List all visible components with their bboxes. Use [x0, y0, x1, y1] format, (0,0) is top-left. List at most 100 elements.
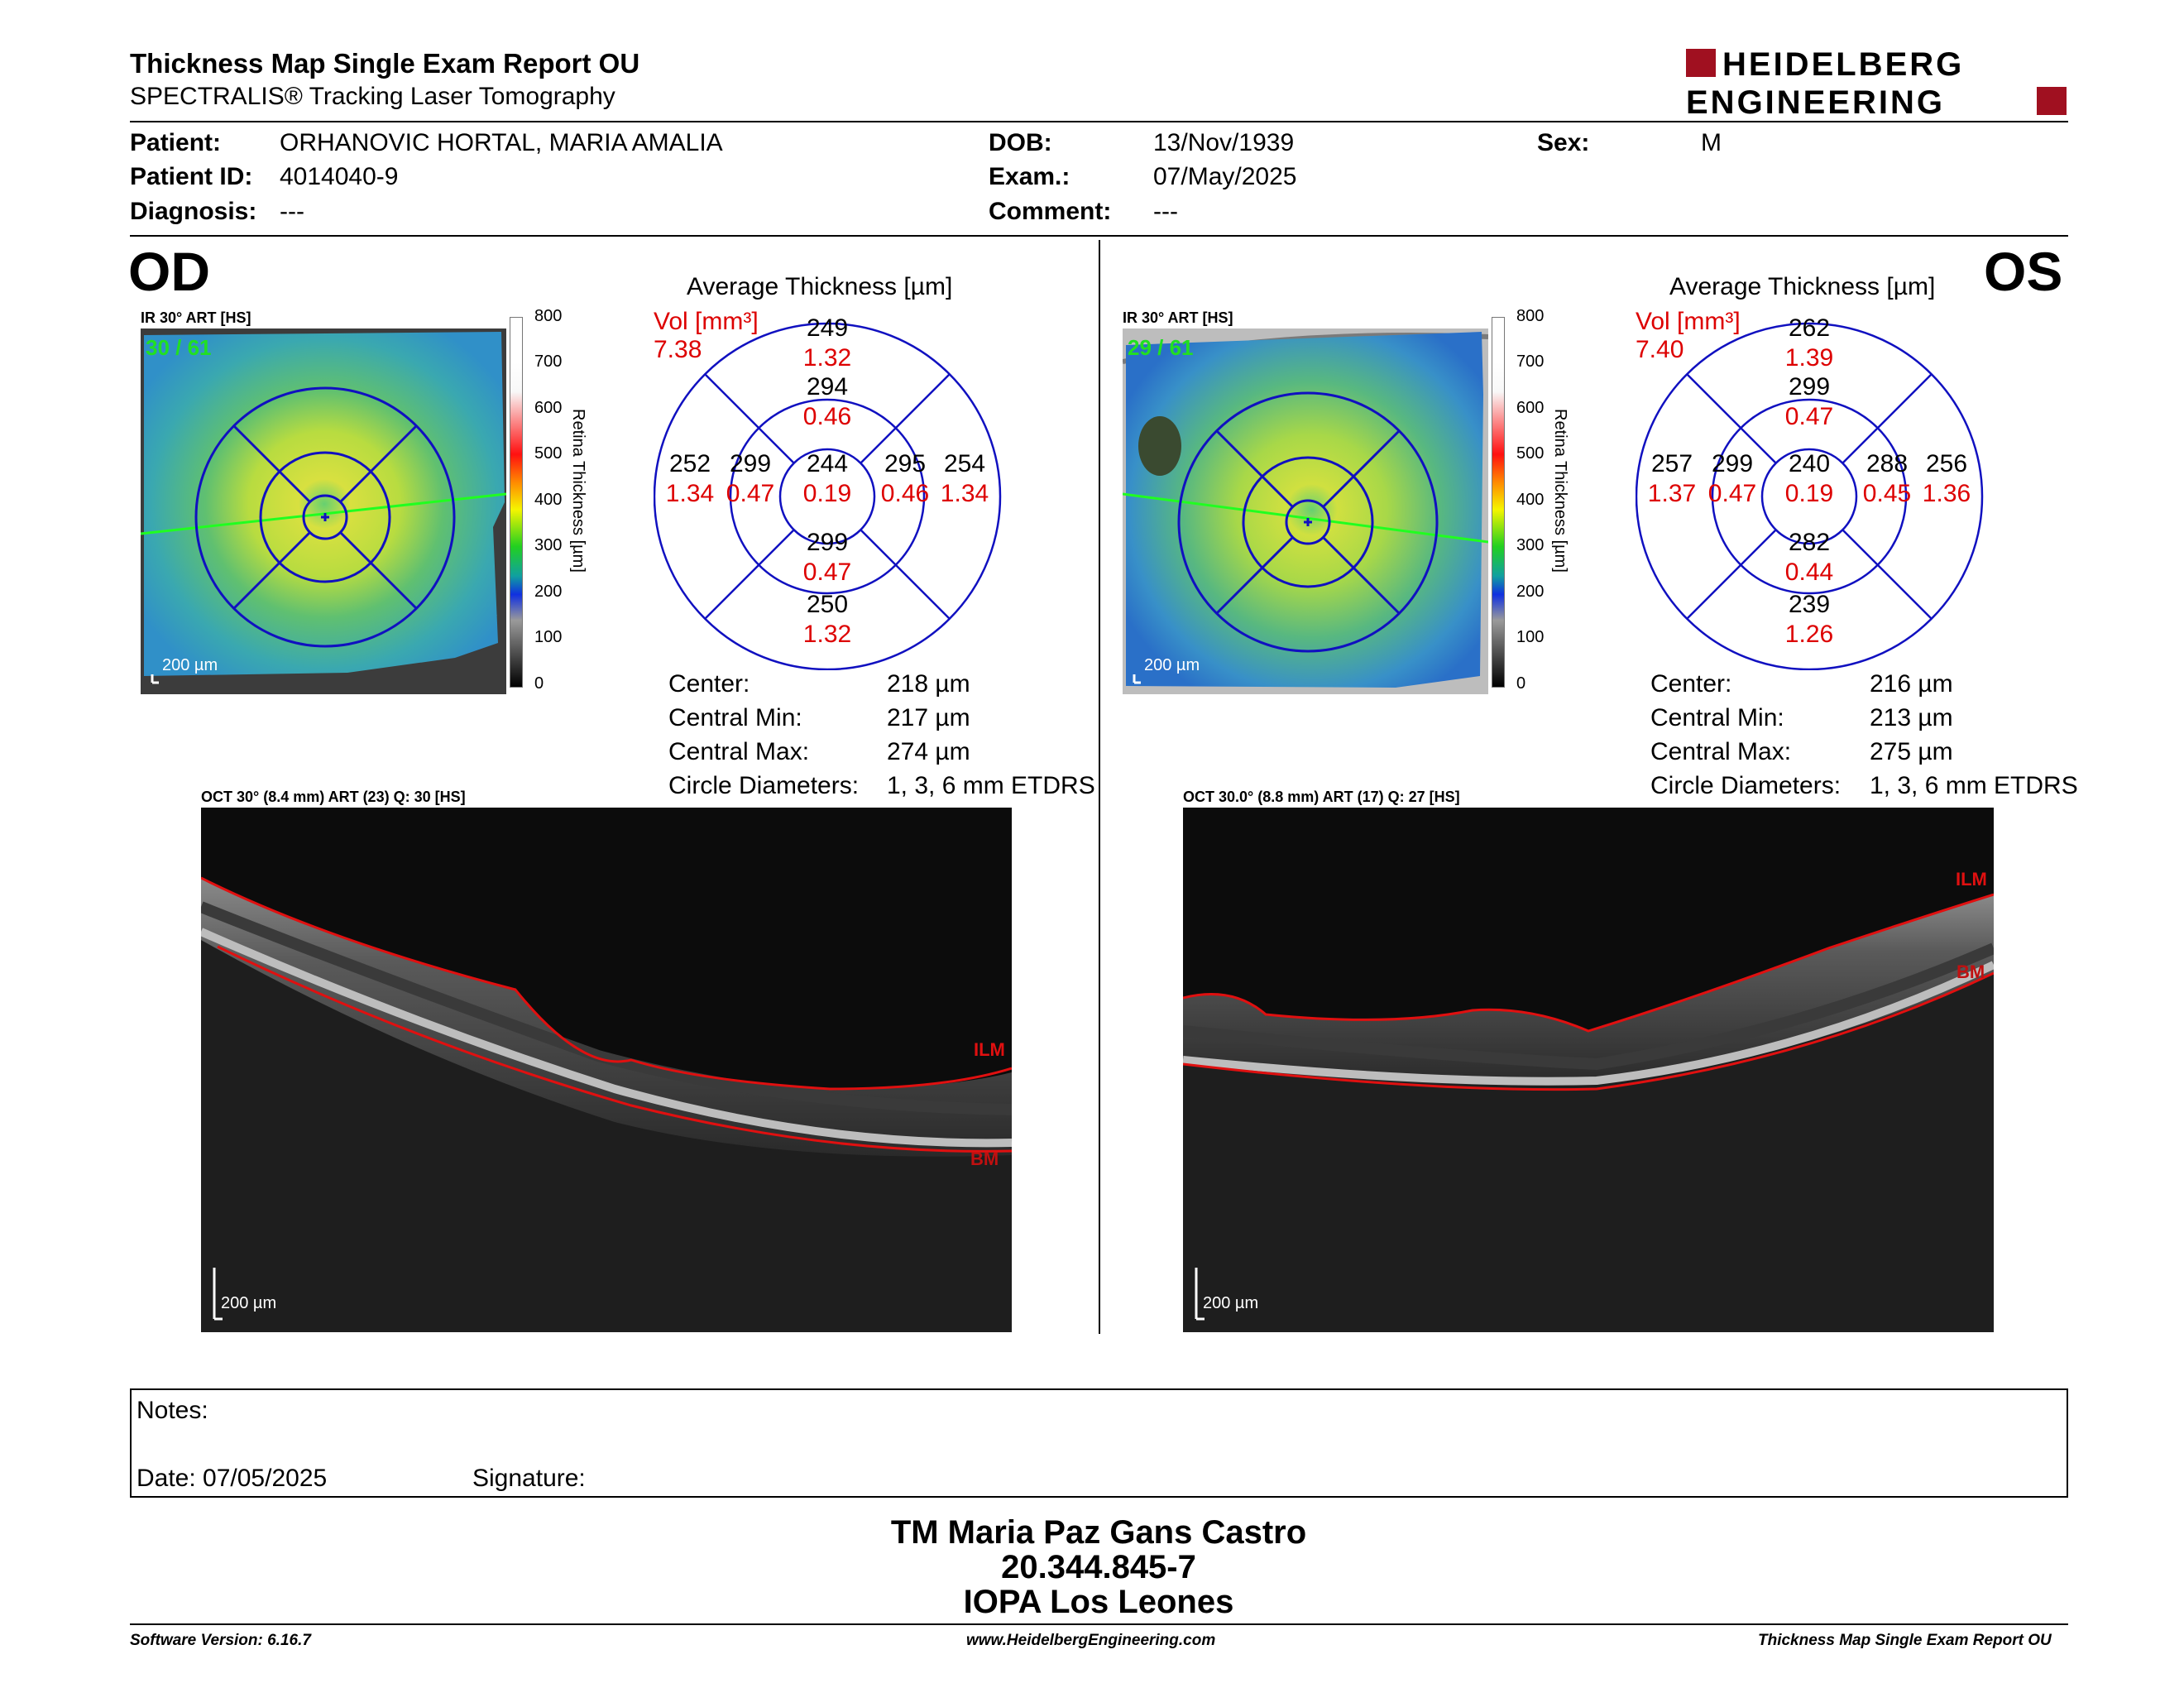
os-ir-title: IR 30° ART [HS]	[1123, 309, 1233, 326]
od-cb-100: 100	[534, 628, 563, 646]
od-center-volume: 0.19	[803, 480, 851, 507]
od-inner-right-thickness: 295	[884, 450, 926, 477]
footer-report-title: Thickness Map Single Exam Report OU	[1758, 1632, 2052, 1649]
os-ir-scale: 200 µm	[1144, 656, 1200, 674]
od-outer-left-volume: 1.34	[666, 480, 714, 507]
dob-label: DOB:	[989, 129, 1052, 156]
exam-label: Exam.:	[989, 163, 1070, 190]
os-ir-thickness-map: 29 / 61 200 µm	[1123, 328, 1488, 694]
os-cb-800: 800	[1516, 307, 1545, 325]
od-cb-400: 400	[534, 491, 563, 509]
od-vol-label: Vol [mm³]	[654, 308, 759, 335]
od-ir-section-count: 30 / 61	[146, 335, 212, 360]
od-center-value: 218 µm	[887, 670, 970, 698]
od-central-max-label: Central Max:	[668, 738, 810, 765]
od-outer-bottom-volume: 1.32	[803, 621, 851, 648]
patient-id: 4014040-9	[280, 163, 399, 190]
os-cb-0: 0	[1516, 674, 1526, 693]
od-center-thickness: 244	[807, 450, 848, 477]
os-inner-left-volume: 0.47	[1708, 480, 1756, 507]
os-colorbar-label: Retina Thickness [µm]	[1551, 409, 1569, 573]
header-rule	[130, 121, 2068, 122]
os-outer-left-volume: 1.37	[1648, 480, 1696, 507]
od-outer-top-thickness: 249	[807, 314, 848, 342]
os-inner-left-thickness: 299	[1712, 450, 1753, 477]
signer-name: TM Maria Paz Gans Castro	[890, 1514, 1307, 1551]
od-central-min-label: Central Min:	[668, 704, 802, 731]
signer-institution: IOPA Los Leones	[963, 1584, 1234, 1620]
comment-value: ---	[1153, 198, 1178, 225]
od-inner-right-volume: 0.46	[881, 480, 929, 507]
od-outer-right-volume: 1.34	[941, 480, 989, 507]
od-outer-left-thickness: 252	[669, 450, 711, 477]
od-colorbar-label: Retina Thickness [µm]	[569, 409, 587, 573]
os-cb-200: 200	[1516, 583, 1545, 601]
od-inner-left-volume: 0.47	[726, 480, 774, 507]
os-oct-title: OCT 30.0° (8.8 mm) ART (17) Q: 27 [HS]	[1183, 789, 1460, 805]
notes-label: Notes:	[136, 1397, 208, 1424]
od-circle-diameters-value: 1, 3, 6 mm ETDRS	[887, 772, 1095, 799]
report-title: Thickness Map Single Exam Report OU	[130, 48, 640, 79]
os-outer-top-thickness: 262	[1789, 314, 1830, 342]
os-inner-bottom-volume: 0.44	[1785, 559, 1833, 586]
notes-box: Notes: Date: 07/05/2025 Signature:	[130, 1388, 2068, 1498]
diagnosis-value: ---	[280, 198, 304, 225]
patient-label: Patient:	[130, 129, 222, 156]
heidelberg-logo: HEIDELBERG ENGINEERING	[1686, 46, 2067, 118]
os-cb-500: 500	[1516, 444, 1545, 463]
os-circle-diameters-label: Circle Diameters:	[1650, 772, 1842, 799]
od-ilm-label: ILM	[974, 1039, 1005, 1060]
os-central-min-label: Central Min:	[1650, 704, 1784, 731]
os-outer-bottom-thickness: 239	[1789, 591, 1830, 618]
od-oct-scale: 200 µm	[221, 1294, 277, 1312]
report-subtitle: SPECTRALIS® Tracking Laser Tomography	[130, 83, 615, 110]
comment-label: Comment:	[989, 198, 1112, 225]
os-etdrs-grid: 262 1.39 299 0.47 240 0.19 282 0.44 239 …	[1636, 314, 1984, 670]
os-inner-top-volume: 0.47	[1785, 403, 1833, 430]
dob-value: 13/Nov/1939	[1153, 129, 1295, 156]
os-vol-total: 7.40	[1636, 336, 1684, 363]
os-outer-right-volume: 1.36	[1923, 480, 1971, 507]
patient-id-label: Patient ID:	[130, 163, 253, 190]
exam-value: 07/May/2025	[1153, 163, 1297, 190]
os-center-volume: 0.19	[1785, 480, 1833, 507]
od-colorbar	[510, 317, 523, 688]
os-inner-top-thickness: 299	[1789, 373, 1830, 400]
od-outer-right-thickness: 254	[944, 450, 985, 477]
od-circle-diameters-label: Circle Diameters:	[668, 772, 860, 799]
od-center-label: Center:	[668, 670, 750, 698]
os-inner-right-volume: 0.45	[1863, 480, 1911, 507]
eye-divider	[1099, 240, 1100, 1334]
od-cb-300: 300	[534, 536, 563, 554]
os-center-thickness: 240	[1789, 450, 1830, 477]
software-version: Software Version: 6.16.7	[130, 1632, 311, 1649]
patient-name: ORHANOVIC HORTAL, MARIA AMALIA	[280, 129, 723, 156]
od-ir-thickness-map: 30 / 61 200 µm	[141, 328, 506, 694]
od-central-min-value: 217 µm	[887, 704, 970, 731]
os-inner-right-thickness: 288	[1866, 450, 1908, 477]
sex-label: Sex:	[1537, 129, 1590, 156]
os-outer-bottom-volume: 1.26	[1785, 621, 1833, 648]
od-inner-bottom-thickness: 299	[807, 529, 848, 556]
od-ir-title: IR 30° ART [HS]	[141, 309, 251, 326]
od-cb-700: 700	[534, 352, 563, 371]
os-vol-label: Vol [mm³]	[1636, 308, 1741, 335]
os-outer-top-volume: 1.39	[1785, 344, 1833, 372]
website-link[interactable]: www.HeidelbergEngineering.com	[966, 1632, 1216, 1649]
eye-label-od: OD	[128, 241, 210, 302]
os-cb-700: 700	[1516, 352, 1545, 371]
footer-rule	[130, 1623, 2068, 1625]
os-cb-300: 300	[1516, 536, 1545, 554]
os-center-value: 216 µm	[1870, 670, 1953, 698]
od-etdrs-grid: 249 1.32 294 0.46 244 0.19 299 0.47 250 …	[654, 314, 1002, 670]
os-cb-600: 600	[1516, 399, 1545, 417]
logo-line1: HEIDELBERG	[1722, 46, 1964, 83]
od-inner-top-volume: 0.46	[803, 403, 851, 430]
od-central-max-value: 274 µm	[887, 738, 970, 765]
od-oct-title: OCT 30° (8.4 mm) ART (23) Q: 30 [HS]	[201, 789, 466, 805]
od-outer-top-volume: 1.32	[803, 344, 851, 372]
os-bm-label: BM	[1956, 961, 1985, 982]
os-oct-scale: 200 µm	[1203, 1294, 1259, 1312]
patient-rule	[130, 235, 2068, 237]
sex-value: M	[1701, 129, 1722, 156]
